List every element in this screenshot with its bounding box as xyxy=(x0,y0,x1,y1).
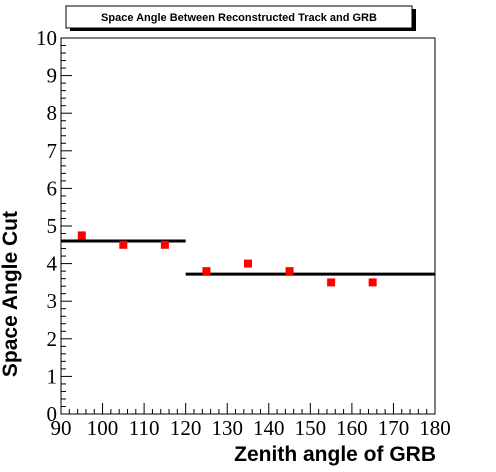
data-point xyxy=(327,278,336,287)
x-tick-label: 170 xyxy=(378,416,410,440)
y-tick-label: 0 xyxy=(47,402,58,426)
x-tick-label: 90 xyxy=(51,416,72,440)
data-point xyxy=(77,231,86,240)
y-axis-label: Space Angle Cut xyxy=(0,211,22,377)
title-frame xyxy=(65,5,413,29)
data-points xyxy=(77,231,377,287)
y-axis-ticks xyxy=(61,37,72,415)
x-tick-label: 110 xyxy=(129,416,160,440)
data-point xyxy=(244,259,252,268)
data-point xyxy=(285,267,294,276)
y-tick-label: 4 xyxy=(47,252,58,276)
plot-frame xyxy=(60,37,436,415)
y-tick-label: 7 xyxy=(47,139,58,163)
y-tick-label: 1 xyxy=(47,364,58,388)
y-tick-label: 5 xyxy=(47,214,58,238)
y-tick-label: 9 xyxy=(47,64,58,88)
data-point xyxy=(119,240,128,249)
y-tick-label: 3 xyxy=(47,289,58,313)
x-axis-ticks xyxy=(60,403,436,414)
x-axis-label: Zenith angle of GRB xyxy=(234,443,436,466)
x-tick-label: 180 xyxy=(419,416,451,440)
x-tick-label: 120 xyxy=(170,416,202,440)
cut-segments xyxy=(61,239,435,276)
data-point xyxy=(368,278,377,287)
x-tick-label: 160 xyxy=(336,416,368,440)
x-tick-label: 140 xyxy=(253,416,285,440)
x-tick-label: 130 xyxy=(211,416,243,440)
y-tick-label: 10 xyxy=(36,26,57,50)
x-axis-tick-labels: 90 100 110 120 130 140 150 160 170 180 xyxy=(51,416,451,440)
chart-title: Space Angle Between Reconstructed Track … xyxy=(101,12,377,24)
title-box: Space Angle Between Reconstructed Track … xyxy=(65,5,416,31)
y-tick-label: 8 xyxy=(47,101,58,125)
data-point xyxy=(160,240,169,249)
y-tick-label: 6 xyxy=(47,176,58,200)
data-point xyxy=(202,267,211,276)
y-axis-tick-labels: 0 1 2 3 4 5 6 7 8 9 10 xyxy=(36,26,58,426)
y-tick-label: 2 xyxy=(47,327,58,351)
x-tick-label: 150 xyxy=(295,416,327,440)
x-tick-label: 100 xyxy=(87,416,119,440)
